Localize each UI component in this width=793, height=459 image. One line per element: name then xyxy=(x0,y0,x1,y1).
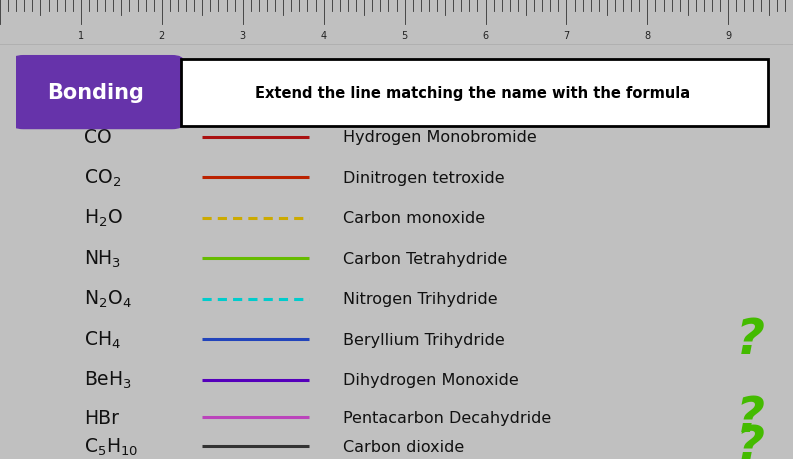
Text: BeH$_{3}$: BeH$_{3}$ xyxy=(84,369,132,390)
Text: Extend the line matching the name with the formula: Extend the line matching the name with t… xyxy=(255,85,690,101)
Text: 9: 9 xyxy=(726,31,731,41)
Text: Carbon monoxide: Carbon monoxide xyxy=(343,211,485,226)
Text: 4: 4 xyxy=(320,31,327,41)
Text: Carbon dioxide: Carbon dioxide xyxy=(343,439,465,454)
Text: Hydrogen Monobromide: Hydrogen Monobromide xyxy=(343,130,537,145)
FancyBboxPatch shape xyxy=(181,59,768,126)
Text: 6: 6 xyxy=(482,31,488,41)
Text: CH$_{4}$: CH$_{4}$ xyxy=(84,329,121,350)
Text: H$_{2}$O: H$_{2}$O xyxy=(84,207,123,229)
Text: C$_{5}$H$_{10}$: C$_{5}$H$_{10}$ xyxy=(84,436,139,457)
Text: Bonding: Bonding xyxy=(48,83,144,103)
Text: HBr: HBr xyxy=(84,408,120,427)
Text: 2: 2 xyxy=(159,31,165,41)
Text: Dinitrogen tetroxide: Dinitrogen tetroxide xyxy=(343,170,505,185)
Text: Carbon Tetrahydride: Carbon Tetrahydride xyxy=(343,251,508,266)
Text: 8: 8 xyxy=(644,31,650,41)
Text: 1: 1 xyxy=(78,31,84,41)
Text: Beryllium Trihydride: Beryllium Trihydride xyxy=(343,332,505,347)
Text: 5: 5 xyxy=(401,31,408,41)
Text: ?: ? xyxy=(736,315,765,363)
Text: Pentacarbon Decahydride: Pentacarbon Decahydride xyxy=(343,410,551,425)
Text: NH$_{3}$: NH$_{3}$ xyxy=(84,248,121,269)
Text: 7: 7 xyxy=(563,31,569,41)
Text: ?: ? xyxy=(736,422,765,459)
Text: CO: CO xyxy=(84,128,112,147)
Text: N$_{2}$O$_{4}$: N$_{2}$O$_{4}$ xyxy=(84,288,132,309)
Text: Dihydrogen Monoxide: Dihydrogen Monoxide xyxy=(343,372,519,387)
Text: CO$_{2}$: CO$_{2}$ xyxy=(84,167,121,188)
Text: 3: 3 xyxy=(239,31,246,41)
Text: Nitrogen Trihydride: Nitrogen Trihydride xyxy=(343,291,498,307)
Text: ?: ? xyxy=(736,393,765,441)
FancyBboxPatch shape xyxy=(12,56,183,129)
